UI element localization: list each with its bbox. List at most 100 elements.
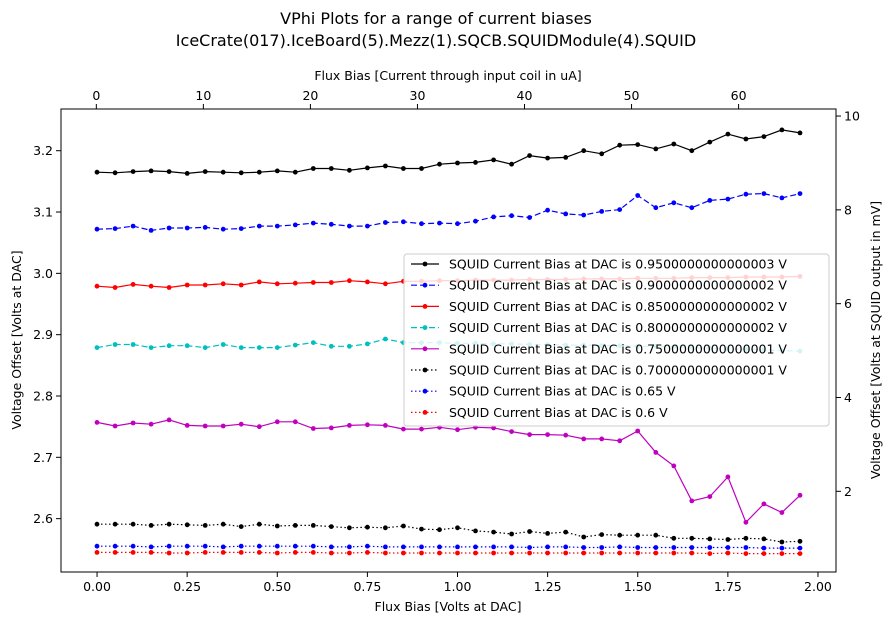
top-x-tick-label: 50 <box>624 88 640 103</box>
data-point <box>256 521 262 527</box>
data-point <box>130 420 136 426</box>
data-point <box>635 550 641 556</box>
y-axis-label: Voltage Offset [Volts at DAC] <box>9 250 24 429</box>
series-line <box>97 545 800 549</box>
data-point <box>509 550 514 556</box>
data-point <box>707 494 713 499</box>
data-point <box>509 531 514 537</box>
data-point <box>274 345 280 350</box>
data-point <box>401 550 406 556</box>
data-point <box>347 223 352 229</box>
data-point <box>797 545 803 551</box>
data-point <box>653 545 659 550</box>
data-point <box>635 142 641 148</box>
data-point <box>617 532 623 538</box>
data-point <box>743 519 749 525</box>
top-x-tick-label: 30 <box>410 88 426 103</box>
x-tick-label: 0.00 <box>83 579 111 594</box>
data-point <box>599 436 605 442</box>
data-point <box>401 426 406 432</box>
legend-label: SQUID Current Bias at DAC is 0.950000000… <box>449 257 787 272</box>
data-point <box>347 167 352 173</box>
data-point <box>689 535 695 541</box>
data-point <box>509 213 514 219</box>
data-point <box>220 281 226 287</box>
data-point <box>761 134 767 140</box>
legend-item: SQUID Current Bias at DAC is 0.800000000… <box>411 320 787 335</box>
data-point <box>455 544 460 550</box>
data-point <box>797 191 803 197</box>
right-y-tick-label: 6 <box>844 296 852 311</box>
data-point <box>365 422 370 428</box>
series-2 <box>94 191 803 233</box>
data-point <box>725 196 731 202</box>
data-point <box>797 130 803 136</box>
legend-label: SQUID Current Bias at DAC is 0.65 V <box>449 384 676 399</box>
data-point <box>383 525 388 531</box>
data-point <box>491 544 496 550</box>
x-tick-label: 1.25 <box>534 579 562 594</box>
data-point <box>455 221 460 227</box>
data-point <box>491 214 496 220</box>
data-point <box>130 169 136 175</box>
data-point <box>166 169 172 175</box>
y-tick-label: 2.7 <box>33 450 53 465</box>
data-point <box>148 421 154 427</box>
data-point <box>94 169 100 175</box>
top-x-tick-label: 10 <box>195 88 211 103</box>
y-tick-label: 2.8 <box>33 388 53 403</box>
data-point <box>491 157 496 163</box>
data-point <box>292 169 298 175</box>
data-point <box>617 550 623 556</box>
data-point <box>761 501 767 507</box>
x-tick-label: 2.00 <box>804 579 832 594</box>
chart-subtitle: IceCrate(017).IceBoard(5).Mezz(1).SQCB.S… <box>176 31 696 50</box>
data-point <box>112 550 118 555</box>
data-point <box>292 523 298 528</box>
series-line <box>96 129 801 175</box>
data-point <box>184 225 190 231</box>
data-point <box>563 544 569 550</box>
data-point <box>148 168 154 174</box>
data-point <box>689 498 695 504</box>
x-tick-label: 1.50 <box>624 579 652 594</box>
legend-label: SQUID Current Bias at DAC is 0.700000000… <box>449 363 787 378</box>
data-point <box>581 436 587 442</box>
data-point <box>635 545 641 550</box>
data-point <box>707 551 713 556</box>
data-point <box>437 527 442 533</box>
data-point <box>112 226 118 232</box>
data-point <box>202 282 208 288</box>
data-point <box>743 535 749 541</box>
data-point <box>310 166 316 171</box>
data-point <box>202 345 208 350</box>
data-point <box>274 281 280 287</box>
data-point <box>707 536 713 542</box>
data-point <box>310 550 316 555</box>
data-point <box>166 225 172 231</box>
data-point <box>761 536 767 542</box>
data-point <box>761 545 767 551</box>
data-point <box>94 345 100 350</box>
data-point <box>455 160 460 166</box>
data-point <box>743 551 749 556</box>
data-point <box>779 510 785 515</box>
data-point <box>148 550 154 555</box>
data-point <box>455 550 460 556</box>
top-x-tick-label: 60 <box>731 88 747 103</box>
data-point <box>509 161 514 167</box>
legend-marker <box>422 261 428 267</box>
data-point <box>238 226 244 232</box>
data-point <box>148 283 154 289</box>
data-point <box>527 215 532 220</box>
data-point <box>527 153 532 159</box>
x-tick-label: 0.75 <box>353 579 381 594</box>
data-point <box>202 225 208 230</box>
data-point <box>274 523 280 529</box>
data-point <box>184 423 190 428</box>
data-point <box>473 544 478 550</box>
data-point <box>292 550 298 555</box>
legend-item: SQUID Current Bias at DAC is 0.700000000… <box>411 363 787 378</box>
data-point <box>419 166 424 171</box>
